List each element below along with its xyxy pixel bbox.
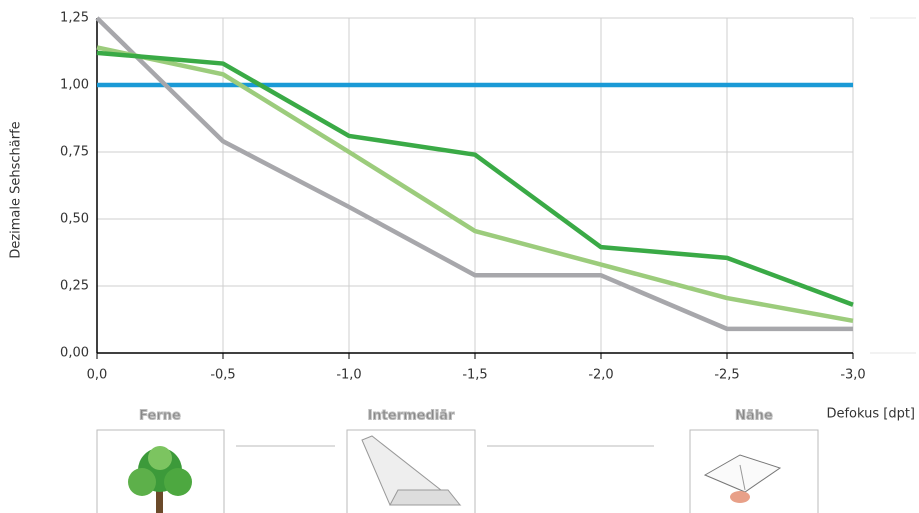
series-line [96,45,854,324]
x-tick-label: -0,5 [210,368,235,383]
tree-icon [128,446,192,513]
zone-label: Ferne [139,409,181,424]
zone-label: Intermediär [368,409,455,424]
zone-label: Nähe [735,409,773,424]
x-tick-label: -1,0 [336,368,361,383]
x-tick-label: -1,5 [462,368,487,383]
series-line [95,16,853,332]
x-tick-label: -3,0 [840,368,865,383]
y-tick-label: 1,00 [60,78,89,93]
x-axis-label: Defokus [dpt] [826,407,915,422]
y-tick-label: 0,75 [60,145,89,160]
y-tick-label: 0,25 [60,279,89,294]
zone-box [96,429,225,513]
series-line [96,50,854,307]
zone-box [689,429,819,513]
book-icon [703,454,782,503]
x-tick-label: -2,5 [714,368,739,383]
y-tick-label: 0,50 [60,212,89,227]
laptop-icon [361,435,462,506]
y-tick-label: 0,00 [60,346,89,361]
zone-panels: Ferne Intermediär Nähe [96,408,819,513]
x-tick-label: 0,0 [87,368,108,383]
y-tick-label: 1,25 [60,11,89,26]
y-axis-label: Dezimale Sehschärfe [9,121,24,258]
zone-box [346,429,476,513]
x-tick-label: -2,0 [588,368,613,383]
